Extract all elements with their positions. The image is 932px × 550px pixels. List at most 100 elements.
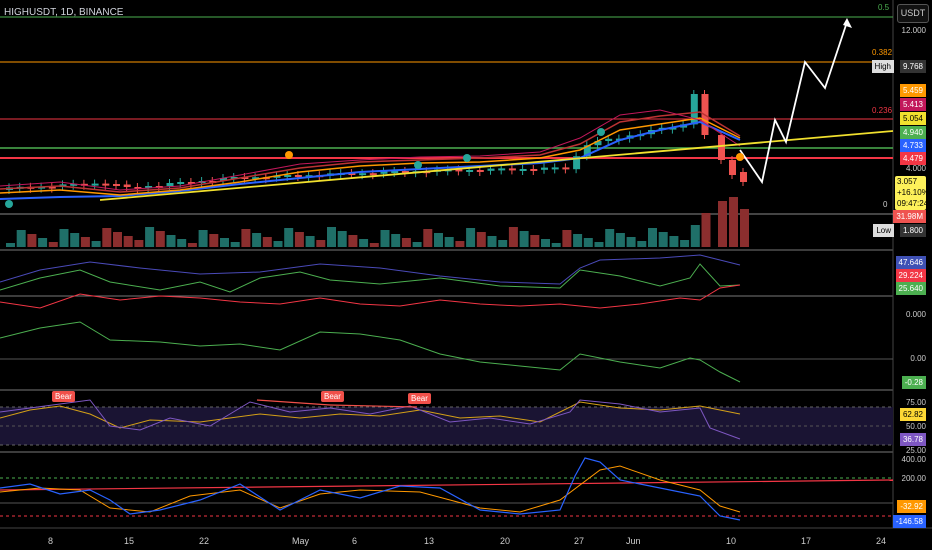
candle-body [391,171,399,173]
cci-line [0,457,741,521]
volume-bar [669,236,679,247]
candle-body [220,178,227,181]
volume-bar [70,233,80,247]
volume-bar [166,235,176,247]
candle-body [476,170,484,172]
candle-body [541,167,548,170]
volume-bar [455,241,465,247]
volume-bar [391,234,401,247]
volume-bar [740,209,749,247]
dmi-minus-line [0,284,741,309]
candle-body [102,183,110,186]
candle-body [91,183,99,186]
macd-value: -0.28 [901,376,926,389]
volume-bar [145,227,155,247]
candle-body [145,186,153,188]
cci-trend-line [0,479,894,491]
dmi-minus-value: 29.224 [895,269,926,282]
candle-body [134,187,142,189]
dmi-plus-line [0,263,741,293]
volume-bar [284,228,294,247]
currency-selector[interactable]: USDT [897,4,929,23]
signal-dot [285,151,293,159]
candle-body [166,183,174,186]
candle-body [187,182,195,184]
candle-body [519,169,527,171]
candle-body [583,145,591,157]
volume-bar [551,243,561,247]
volume-bar [519,231,529,247]
trendline-yellow [99,130,894,201]
candle-body [508,168,516,171]
volume-bar [401,238,411,247]
cci-tick-400: 400.00 [901,455,926,464]
last-price-box: 3.057 +16.10% 09:47:24 [895,176,929,210]
rsi-divergence-line [256,399,331,406]
candle-body [530,169,538,171]
candle-body [241,177,249,179]
candle-body [455,169,463,172]
volume-bars [6,197,749,247]
volume-bar [155,231,165,247]
volume-bar [718,201,727,247]
price-tick-12: 12.000 [901,26,926,35]
candle-body [294,175,302,177]
fib-label-0236: 0.236 [872,106,893,115]
volume-bar [113,232,122,247]
rsi-tick-25: 25.00 [905,446,926,455]
candle-body [177,182,185,184]
volume-bar [434,233,443,247]
price-tag-green: 4.940 [899,126,926,139]
signal-dot [736,153,744,161]
volume-bar [327,227,336,247]
ma-orange [0,117,741,196]
cci-tick-200: 200.00 [901,474,926,483]
macd-zero-tick: 0.000 [905,310,926,319]
candle-body [740,172,747,182]
candle-body [669,127,677,130]
candle-body [562,167,570,170]
candle-body [113,184,120,186]
high-label: High [871,60,894,73]
time-label: 22 [199,536,210,546]
bar-countdown: 09:47:24 [897,199,929,208]
rsi-tick-50: 50.00 [905,422,926,431]
volume-bar [198,230,208,247]
candle-body [273,175,281,178]
bear-label: Bear [408,393,431,404]
candle-body [348,173,356,175]
volume-bar [615,233,625,247]
ma-red [0,111,741,193]
volume-bar [412,242,422,247]
candlesticks [6,90,747,194]
volume-bar [337,231,347,247]
volume-bar [123,236,133,247]
volume-bar [48,242,58,247]
signal-dot [597,128,605,136]
low-value: 1.800 [899,224,926,237]
volume-bar [701,213,711,247]
volume-bar [637,241,647,247]
rsi-ma-line [0,401,741,429]
time-label: 17 [801,536,812,546]
volume-bar [187,243,197,247]
time-label: 10 [726,536,737,546]
high-value: 9.768 [899,60,926,73]
volume-bar [294,232,304,247]
cci-value: -146.58 [892,515,926,528]
volume-bar [583,238,593,247]
volume-bar [102,228,112,247]
price-tag-magenta: 5.413 [899,98,926,111]
candle-body [123,184,131,187]
signal-dot [5,200,13,208]
volume-bar [369,243,379,247]
volume-bar [359,239,369,247]
time-label: 20 [500,536,511,546]
ma-magenta [0,109,741,191]
candle-body [252,177,260,180]
volume-bar [423,229,433,247]
candle-body [729,160,736,175]
volume-bar [466,228,476,247]
time-label: 24 [876,536,887,546]
